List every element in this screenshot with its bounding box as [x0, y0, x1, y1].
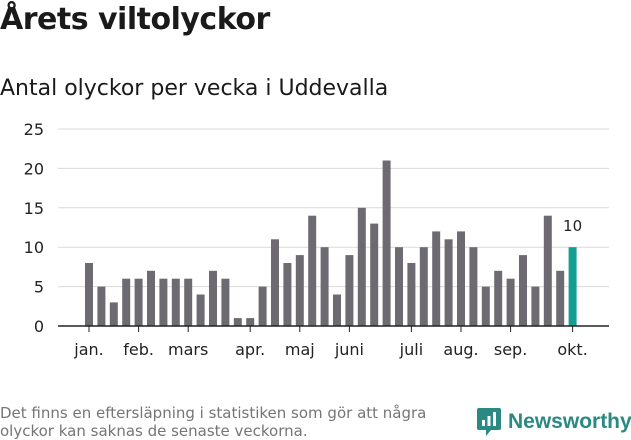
bar	[283, 263, 292, 326]
bar	[370, 223, 379, 326]
bar	[531, 286, 540, 326]
chart-subtitle: Antal olyckor per vecka i Uddevalla	[0, 76, 389, 101]
y-tick-label: 5	[34, 278, 44, 297]
y-tick-label: 20	[24, 159, 44, 178]
x-tick-label: jan.	[73, 340, 103, 359]
bar	[233, 318, 242, 326]
bar-chart: 0 5 10 15 20 25 10 jan. feb. mars apr. maj juni juli a…	[24, 120, 609, 359]
bar	[147, 270, 155, 326]
bar	[85, 263, 93, 326]
footnote: Det finns en eftersläpning i statistiken…	[0, 404, 427, 440]
bar	[506, 278, 515, 326]
bar	[382, 160, 391, 326]
bar	[543, 215, 552, 326]
bar	[134, 278, 143, 326]
bar	[320, 247, 329, 326]
bar-highlight	[568, 247, 577, 326]
bar	[556, 270, 565, 326]
brand-name: Newsworthy	[508, 410, 631, 433]
x-tick-label: maj	[285, 340, 315, 359]
bar	[457, 231, 465, 326]
bar	[481, 286, 490, 326]
bar	[308, 215, 317, 326]
bar	[209, 270, 217, 326]
bar	[432, 231, 441, 326]
bar	[469, 247, 478, 326]
y-tick-label: 25	[24, 120, 44, 139]
bar	[494, 270, 503, 326]
bar	[159, 278, 168, 326]
bar	[196, 294, 205, 326]
bar	[221, 278, 230, 326]
bar	[271, 239, 279, 326]
bar	[122, 278, 131, 326]
y-tick-label: 15	[24, 199, 44, 218]
bar	[444, 239, 453, 326]
x-tick-label: mars	[168, 340, 208, 359]
highlight-value-label: 10	[563, 217, 582, 235]
bar	[246, 318, 255, 326]
newsworthy-logo-icon	[477, 408, 501, 436]
bar	[97, 286, 106, 326]
bar	[407, 263, 416, 326]
bar	[333, 294, 341, 326]
bar	[419, 247, 428, 326]
bar	[109, 302, 118, 326]
chart-title: Årets viltolyckor	[0, 2, 270, 37]
bar	[395, 247, 403, 326]
y-tick-label: 0	[34, 317, 44, 336]
bar	[258, 286, 267, 326]
bar	[345, 255, 354, 326]
newsworthy-brand[interactable]: Newsworthy	[476, 407, 631, 437]
bar	[171, 278, 180, 326]
y-tick-label: 10	[24, 238, 44, 257]
x-tick-label: juli	[399, 340, 423, 359]
x-tick-label: sep.	[494, 340, 527, 359]
x-tick-label: aug.	[443, 340, 478, 359]
bar	[519, 255, 527, 326]
bar	[357, 207, 366, 326]
x-tick-label: juni	[334, 340, 364, 359]
bar	[295, 255, 304, 326]
x-tick-label: okt.	[557, 340, 587, 359]
x-tick-label: feb.	[123, 340, 154, 359]
x-tick-label: apr.	[235, 340, 265, 359]
bar	[184, 278, 193, 326]
